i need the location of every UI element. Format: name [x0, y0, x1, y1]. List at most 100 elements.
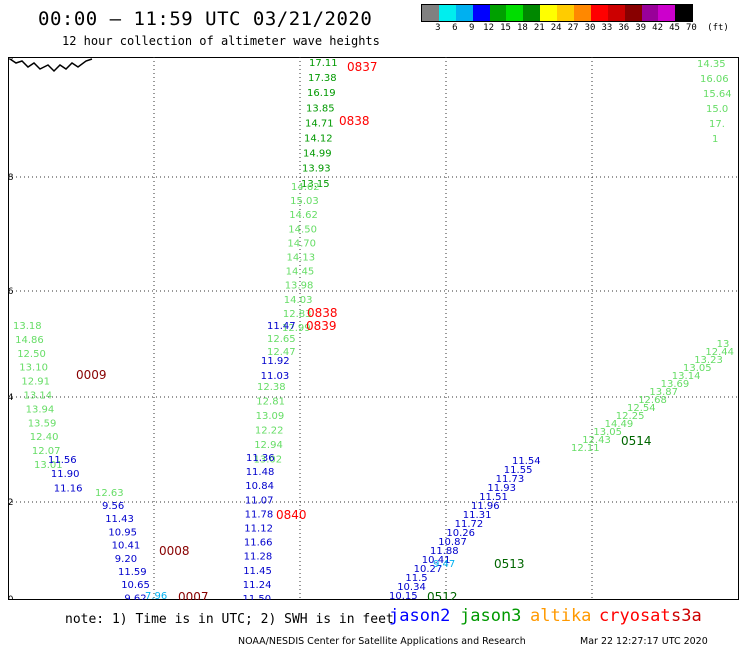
- pass-time-label: 0838: [307, 306, 338, 320]
- swh-reading: 9.62: [124, 593, 146, 600]
- swh-reading: 1: [712, 134, 718, 145]
- legend-label: 42: [652, 23, 664, 33]
- swh-reading: 14.12: [304, 134, 333, 145]
- swh-reading: 14.03: [284, 295, 313, 306]
- legend-swatch: [607, 5, 625, 21]
- swh-reading: 12.25: [616, 411, 645, 422]
- coastline: [9, 58, 93, 73]
- swh-reading: 12.11: [571, 443, 600, 454]
- legend-swatch: [658, 5, 676, 21]
- swh-reading: 17.38: [308, 73, 337, 84]
- swh-reading: 12.68: [638, 395, 667, 406]
- swh-reading: 11.5: [405, 573, 427, 584]
- legend-swatch: [523, 5, 541, 21]
- swh-reading: 13.01: [34, 460, 63, 471]
- swh-reading: 10.87: [438, 537, 467, 548]
- swh-reading: 12.40: [30, 432, 59, 443]
- swh-reading: 12.65: [267, 334, 296, 345]
- swh-reading: 11.24: [243, 580, 272, 591]
- swh-reading: 12.91: [21, 377, 50, 388]
- swh-reading: 11.43: [105, 514, 134, 525]
- legend-swatch: [540, 5, 558, 21]
- legend-label: 3: [435, 23, 441, 33]
- swh-reading: 11.31: [463, 510, 492, 521]
- pass-time-label: 0512: [427, 590, 458, 600]
- swh-reading: 11.66: [244, 538, 273, 549]
- satellite-s3a: s3a: [671, 606, 702, 626]
- legend-label: 27: [567, 23, 579, 33]
- legend-label: 70: [685, 23, 697, 33]
- swh-reading: 11.16: [54, 483, 83, 494]
- swh-reading: 11.47: [267, 321, 296, 332]
- generated-timestamp: Mar 22 12:27:17 UTC 2020: [580, 636, 708, 647]
- swh-reading: 9.56: [102, 501, 124, 512]
- swh-reading: 13.23: [694, 355, 723, 366]
- lat-label: 60: [8, 57, 14, 63]
- swh-reading: 11.28: [244, 552, 273, 563]
- swh-reading: 14.35: [697, 59, 726, 70]
- swh-reading: 14.62: [289, 210, 318, 221]
- lat-label: 58: [8, 173, 14, 183]
- legend-swatch: [472, 5, 490, 21]
- swh-reading: 14.13: [287, 253, 316, 264]
- swh-reading: 11.93: [487, 483, 516, 494]
- pass-time-label: 0513: [494, 557, 525, 571]
- swh-reading: 14.45: [286, 267, 315, 278]
- legend-label: 33: [601, 23, 613, 33]
- pass-time-label: 0838: [339, 114, 370, 128]
- swh-reading: 12.43: [582, 435, 611, 446]
- pass-time-label: 0514: [621, 434, 652, 448]
- swh-reading: 13.93: [302, 164, 331, 175]
- swh-reading: 12.54: [627, 403, 656, 414]
- legend-unit: (ft): [707, 23, 729, 33]
- lat-label: 56: [8, 287, 14, 297]
- swh-reading: 15.0: [706, 104, 728, 115]
- swh-reading: 13.94: [26, 404, 55, 415]
- legend-label: 39: [635, 23, 647, 33]
- legend-label: 18: [516, 23, 528, 33]
- swh-reading: 11.59: [118, 567, 147, 578]
- swh-reading: 12.38: [257, 382, 286, 393]
- swh-reading: 14.62: [291, 182, 320, 193]
- legend-label: 6: [452, 23, 458, 33]
- swh-reading: 12.50: [17, 349, 46, 360]
- legend-swatch: [675, 5, 693, 21]
- swh-reading: 12.47: [267, 347, 296, 358]
- swh-reading: 10.26: [446, 528, 475, 539]
- swh-reading: 11.12: [244, 524, 273, 535]
- legend-swatch: [641, 5, 659, 21]
- swh-reading: 15.64: [703, 89, 732, 100]
- page-subtitle: 12 hour collection of altimeter wave hei…: [62, 34, 380, 48]
- legend-swatch: [590, 5, 608, 21]
- lat-label: 54: [8, 393, 14, 403]
- swh-reading: 10.15: [389, 591, 418, 600]
- swh-reading: 12.94: [254, 440, 283, 451]
- legend-swatch: [489, 5, 507, 21]
- swh-reading: 12.07: [32, 446, 61, 457]
- page-title: 00:00 – 11:59 UTC 03/21/2020: [38, 8, 373, 30]
- pass-time-label: 0008: [159, 544, 190, 558]
- swh-reading: 11.48: [246, 467, 275, 478]
- legend-label: 15: [500, 23, 511, 33]
- swh-reading: 15.03: [290, 196, 319, 207]
- satellite-altika: altika: [530, 606, 592, 626]
- swh-reading: 12.22: [255, 426, 284, 437]
- legend-label: 36: [618, 23, 630, 33]
- swh-reading: 17.11: [309, 58, 338, 69]
- swh-reading: 10.41: [112, 541, 141, 552]
- footer-note: note: 1) Time is in UTC; 2) SWH is in fe…: [65, 612, 394, 627]
- swh-reading: 16.19: [307, 88, 336, 99]
- swh-reading: 14.49: [605, 419, 634, 430]
- legend-label: 30: [584, 23, 596, 33]
- legend-label: 12: [483, 23, 495, 33]
- swh-reading: 11.88: [430, 546, 459, 557]
- pass-time-label: 0007: [178, 590, 209, 600]
- swh-reading: 13.59: [28, 418, 57, 429]
- swh-reading: 10.84: [245, 481, 274, 492]
- map-frame: [8, 57, 739, 600]
- swh-reading: 10.41: [422, 555, 451, 566]
- swh-reading: 11.36: [246, 453, 275, 464]
- swh-reading: 13.02: [254, 455, 283, 466]
- swh-reading: 11.45: [243, 566, 272, 577]
- swh-reading: 13: [717, 339, 730, 350]
